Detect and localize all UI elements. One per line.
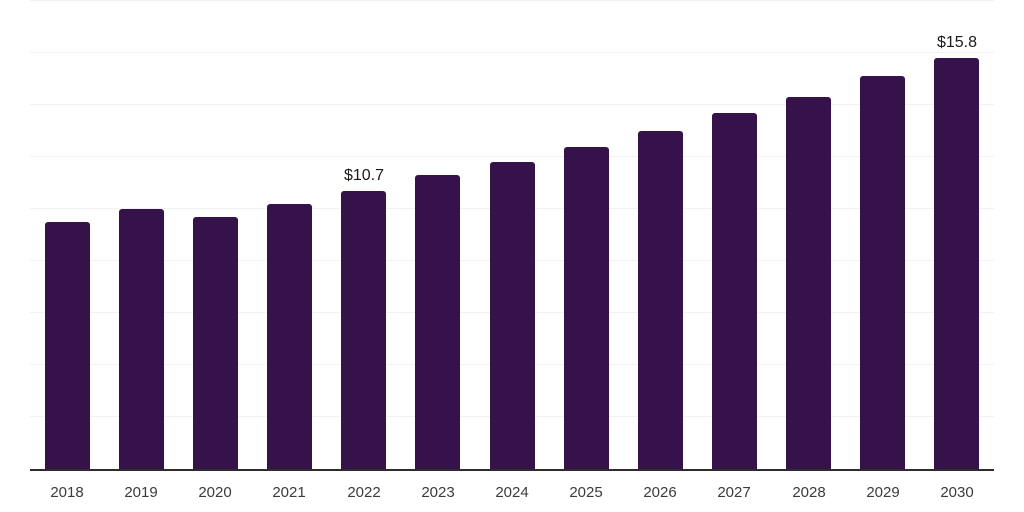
x-axis-label: 2026 xyxy=(643,484,677,501)
x-axis-label: 2027 xyxy=(717,484,751,501)
bar xyxy=(638,131,683,469)
x-axis-label: 2030 xyxy=(940,484,974,501)
bar xyxy=(564,147,609,469)
gridline xyxy=(30,52,994,53)
bar xyxy=(786,97,831,469)
x-axis-label: 2028 xyxy=(792,484,826,501)
x-axis-label: 2019 xyxy=(124,484,158,501)
x-axis-label: 2029 xyxy=(866,484,900,501)
data-label: $15.8 xyxy=(936,34,978,51)
bar xyxy=(267,204,312,469)
gridline xyxy=(30,156,994,157)
gridline xyxy=(30,104,994,105)
data-label: $10.7 xyxy=(343,167,385,184)
bar xyxy=(415,175,460,469)
bar xyxy=(341,191,386,469)
x-axis-label: 2020 xyxy=(198,484,232,501)
x-axis-label: 2024 xyxy=(495,484,529,501)
x-axis-label: 2018 xyxy=(50,484,84,501)
bar xyxy=(119,209,164,469)
bar xyxy=(193,217,238,469)
bar xyxy=(934,58,979,469)
gridline xyxy=(30,0,994,1)
x-axis-label: 2021 xyxy=(272,484,306,501)
x-axis-line xyxy=(30,469,994,471)
x-axis-label: 2025 xyxy=(569,484,603,501)
x-axis-label: 2023 xyxy=(421,484,455,501)
bar xyxy=(860,76,905,469)
bar xyxy=(490,162,535,469)
bar xyxy=(712,113,757,469)
x-axis-label: 2022 xyxy=(347,484,381,501)
bar xyxy=(45,222,90,469)
